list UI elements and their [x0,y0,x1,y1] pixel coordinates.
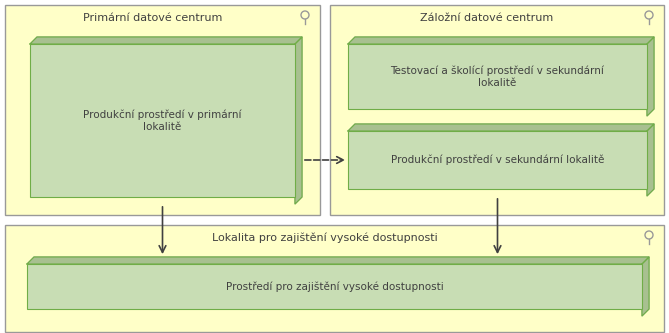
Text: Záložní datové centrum: Záložní datové centrum [420,13,554,23]
Bar [330,5,664,215]
Bar [348,44,647,109]
Polygon shape [27,257,649,264]
Text: Produkční prostředí v primární
lokalitě: Produkční prostředí v primární lokalitě [83,110,242,132]
Polygon shape [348,124,654,131]
Polygon shape [647,37,654,116]
Polygon shape [647,124,654,196]
Polygon shape [348,37,654,44]
Text: Testovací a školící prostředí v sekundární
lokalitě: Testovací a školící prostředí v sekundár… [391,66,604,88]
Text: Produkční prostředí v sekundární lokalitě: Produkční prostředí v sekundární lokalit… [391,155,604,165]
Text: Prostředí pro zajištění vysoké dostupnosti: Prostředí pro zajištění vysoké dostupnos… [225,281,444,292]
Polygon shape [302,17,308,24]
Text: Lokalita pro zajištění vysoké dostupnosti: Lokalita pro zajištění vysoké dostupnost… [211,233,438,243]
Polygon shape [295,37,302,204]
Polygon shape [646,237,652,244]
Text: Primární datové centrum: Primární datové centrum [83,13,222,23]
Polygon shape [646,17,652,24]
Bar [5,225,664,332]
Bar [5,5,320,215]
Bar [27,264,642,309]
Bar [348,131,647,189]
Bar [30,44,295,197]
Polygon shape [30,37,302,44]
Polygon shape [642,257,649,316]
